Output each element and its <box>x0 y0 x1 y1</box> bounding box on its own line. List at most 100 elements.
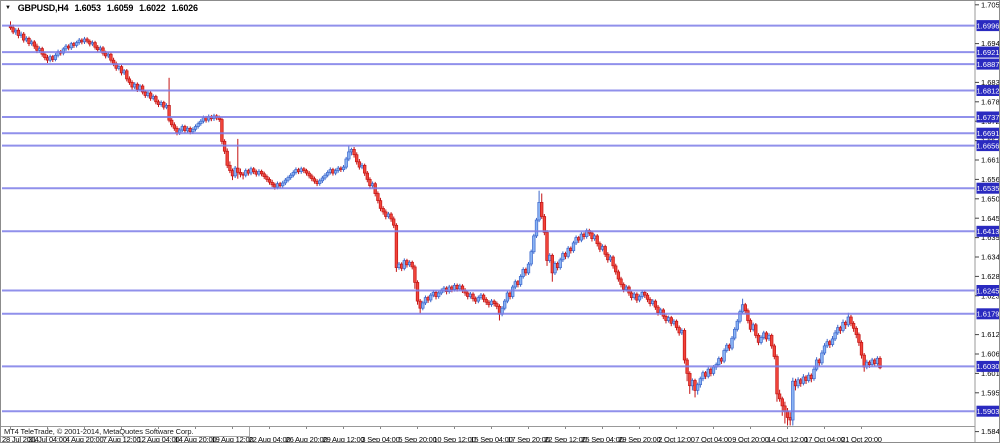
candle-body <box>870 359 874 365</box>
candle-body <box>759 337 763 343</box>
candle-body <box>357 161 362 168</box>
candle-body <box>333 170 338 174</box>
time-tick-label: 12 Aug 04:00 <box>138 435 180 443</box>
candle-body <box>437 292 441 297</box>
candle-body <box>767 334 771 340</box>
candle-body <box>74 42 79 46</box>
candle-body <box>611 256 615 267</box>
candle-body <box>320 177 325 182</box>
candle-body <box>614 265 618 273</box>
candle-body <box>846 316 850 326</box>
time-tick-label: 22 Sep 12:00 <box>544 435 586 443</box>
candle-body <box>717 358 721 365</box>
level-price-box-label: 1.6030 <box>977 362 1000 371</box>
candle-body <box>310 175 314 180</box>
candle-body <box>664 315 668 321</box>
candle-body <box>360 164 364 168</box>
candle-body <box>400 263 404 269</box>
candle-body <box>14 29 18 33</box>
symbol-period-label: GBPUSD,H4 <box>17 2 69 13</box>
candle-body <box>867 361 872 366</box>
candle-body <box>220 119 224 142</box>
candle-body <box>273 184 277 188</box>
level-price-box <box>976 85 999 96</box>
candle-body <box>53 54 58 60</box>
candle-body <box>156 101 161 105</box>
candle-body <box>518 276 523 285</box>
candle-body <box>666 317 671 321</box>
candle-body <box>376 193 380 201</box>
candle-body <box>637 296 642 301</box>
candle-body <box>415 282 420 302</box>
candle-body <box>418 300 422 309</box>
candle-body <box>508 292 512 297</box>
candle-body <box>495 303 499 307</box>
candle-body <box>326 172 330 176</box>
candle-body <box>481 294 486 300</box>
candle-body <box>331 169 335 174</box>
candle-body <box>645 294 650 300</box>
candle-body <box>653 300 658 308</box>
candle-body <box>696 384 700 391</box>
candle-body <box>511 286 515 297</box>
time-tick-label: 25 Sep 04:00 <box>581 435 623 443</box>
time-tick-label: 7 Oct 04:00 <box>695 435 732 443</box>
candle-body <box>244 170 248 176</box>
candle-body <box>833 332 837 340</box>
candle-body <box>577 237 581 241</box>
candle-body <box>640 291 644 297</box>
candle-body <box>196 123 200 127</box>
time-tick-label: 14 Oct 12:00 <box>767 435 808 443</box>
candle-body <box>817 359 821 364</box>
candle-body <box>336 167 340 171</box>
candle-body <box>590 232 594 239</box>
candle-body <box>492 300 496 304</box>
candle-body <box>294 169 298 173</box>
candle-body <box>318 180 322 184</box>
quote-bar: ▼ GBPUSD,H4 1.6053 1.6059 1.6022 1.6026 <box>5 2 198 13</box>
candle-body <box>341 166 346 170</box>
time-tick-label: 26 Aug 20:00 <box>286 435 328 443</box>
candle-body <box>426 297 430 301</box>
candle-body <box>688 373 692 387</box>
candle-body <box>629 292 634 298</box>
candle-body <box>312 178 317 182</box>
candle-body <box>304 170 309 174</box>
candle-body <box>828 341 832 345</box>
price-tick-label: 1.6395 <box>981 233 1000 242</box>
quote-low: 1.6022 <box>139 2 166 13</box>
candle-body <box>117 66 121 69</box>
price-tick-label: 1.6340 <box>981 253 1000 262</box>
candle-body <box>669 317 673 324</box>
level-price-box <box>976 127 999 139</box>
candle-body <box>151 96 155 99</box>
candle-body <box>859 342 864 356</box>
level-price-box <box>976 111 999 123</box>
time-tick-label: 15 Sep 04:00 <box>470 435 512 443</box>
level-price-box-label: 1.6737 <box>977 113 1000 122</box>
candle-body <box>836 327 840 334</box>
candle-body <box>378 200 383 209</box>
candle-body <box>122 70 126 74</box>
level-price-box <box>976 20 999 32</box>
candle-body <box>878 357 882 369</box>
candle-body <box>183 126 187 132</box>
candle-body <box>347 151 351 160</box>
candle-body <box>809 374 813 380</box>
candle-body <box>85 38 89 42</box>
candle-body <box>709 368 713 374</box>
candle-body <box>756 334 761 343</box>
candle-body <box>154 96 158 103</box>
candle-body <box>450 286 454 290</box>
candle-body <box>770 334 774 347</box>
candle-body <box>69 43 73 49</box>
candle-body <box>109 53 113 61</box>
candle-body <box>302 168 306 171</box>
symbol-dropdown-icon[interactable]: ▼ <box>5 4 11 11</box>
candle-body <box>405 260 409 266</box>
candle-body <box>780 398 784 407</box>
candle-body <box>476 297 480 302</box>
candle-body <box>370 183 375 187</box>
candle-body <box>748 320 753 330</box>
